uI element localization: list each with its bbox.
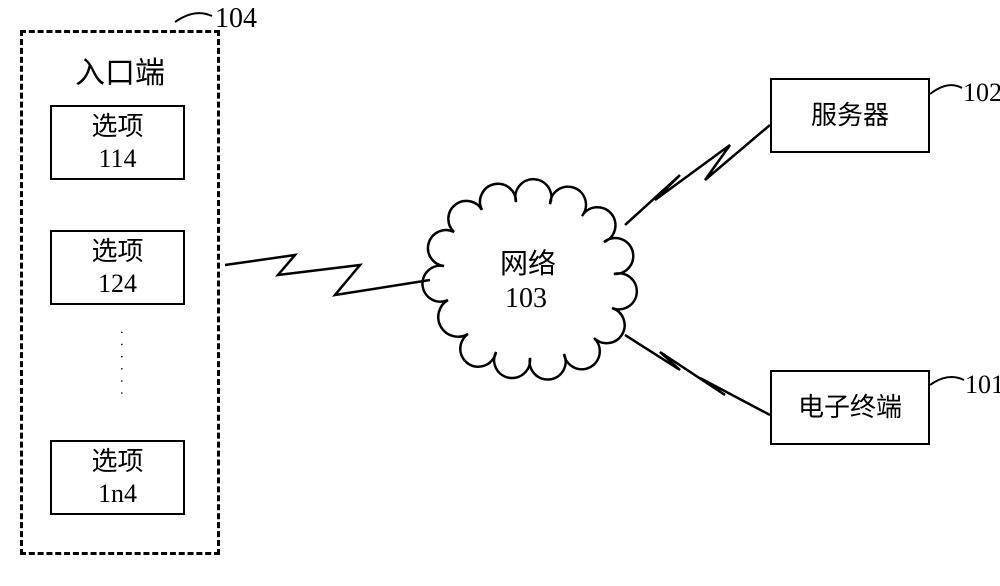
- option-n-num: 1n4: [98, 478, 137, 509]
- terminal-ref-label: 101: [965, 370, 1000, 400]
- option-1-label: 选项: [91, 111, 143, 142]
- option-box-1: 选项 114: [50, 105, 185, 180]
- option-2-num: 124: [98, 268, 137, 299]
- server-box: 服务器: [770, 78, 930, 153]
- cloud-num: 103: [505, 282, 547, 316]
- option-ellipsis: · · · · · ·: [112, 330, 128, 397]
- terminal-label: 电子终端: [798, 392, 902, 423]
- zigzag-cloud-terminal: [625, 335, 770, 415]
- zigzag-panel-cloud: [225, 255, 430, 295]
- option-1-num: 114: [98, 143, 136, 174]
- server-ref-label: 102: [963, 78, 1000, 108]
- option-n-label: 选项: [91, 446, 143, 477]
- cloud-label: 网络: [500, 248, 556, 282]
- option-box-2: 选项 124: [50, 230, 185, 305]
- terminal-box: 电子终端: [770, 370, 930, 445]
- option-box-n: 选项 1n4: [50, 440, 185, 515]
- server-label: 服务器: [811, 100, 889, 131]
- panel-ref-label: 104: [215, 3, 257, 35]
- entry-panel-title: 入口端: [75, 48, 165, 92]
- zigzag-cloud-server: [625, 125, 770, 225]
- option-2-label: 选项: [91, 236, 143, 267]
